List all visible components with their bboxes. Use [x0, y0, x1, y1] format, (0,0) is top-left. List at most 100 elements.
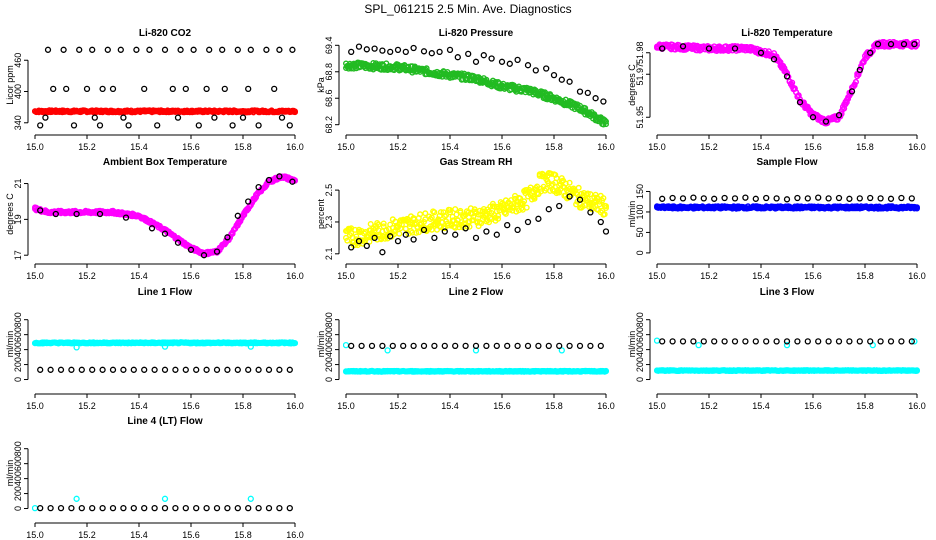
data-point-samples — [68, 504, 75, 512]
data-point-samples — [822, 118, 830, 125]
data-point-samples — [70, 122, 78, 129]
data-point-samples — [911, 40, 918, 48]
axes: 15.0 15.2 15.4 15.6 15.8 16.0 340 400 460 — [13, 53, 304, 152]
data-point-mean — [584, 195, 591, 202]
data-point-samples — [856, 195, 863, 202]
data-point-samples — [835, 194, 843, 202]
data-point-samples — [265, 366, 273, 373]
y-tick-label: 150 — [635, 184, 645, 199]
y-tick-label: 400 — [324, 342, 334, 357]
data-point-mean — [521, 198, 528, 205]
data-point-samples — [120, 366, 127, 373]
data-point-samples — [229, 122, 236, 129]
data-point-mean — [495, 215, 502, 222]
data-point-mean — [375, 221, 382, 228]
panel-title: Li-820 Pressure — [439, 28, 514, 39]
y-tick-label: 600 — [324, 327, 334, 342]
data-point-samples — [867, 338, 874, 345]
x-tick-label: 15.2 — [700, 271, 718, 281]
data-point-samples — [856, 338, 863, 345]
data-point-samples — [37, 504, 44, 512]
x-tick-label: 15.6 — [182, 530, 200, 540]
data-marks — [32, 46, 298, 129]
data-point-samples — [794, 194, 801, 202]
data-point-mean — [501, 209, 508, 216]
data-point-samples — [141, 85, 148, 93]
data-point-samples — [206, 46, 213, 53]
y-tick-label: 0 — [13, 506, 23, 511]
data-point-samples — [783, 73, 791, 80]
y-tick-label: 19 — [13, 214, 23, 224]
data-point-samples — [96, 122, 104, 129]
data-point-samples — [410, 236, 417, 243]
panel-pressure: Li-820 Pressure kPa 15.0 15.2 15.4 15.6 15.8 16… — [316, 28, 615, 152]
axes: 15.0 15.2 15.4 15.6 15.8 16.0 0 50 100 150 — [635, 184, 926, 281]
data-point-samples — [602, 228, 609, 235]
data-point-samples — [472, 58, 480, 65]
x-tick-label: 16.0 — [286, 271, 304, 281]
x-tick-label: 15.6 — [493, 142, 511, 152]
data-point-samples — [731, 195, 739, 202]
data-point-samples — [600, 98, 607, 105]
data-point-samples — [809, 114, 817, 121]
x-tick-label: 15.8 — [234, 401, 252, 411]
panel-title: Line 1 Flow — [138, 287, 193, 298]
data-point-mean — [431, 209, 438, 216]
panel-title: Line 3 Flow — [760, 287, 815, 298]
data-point-cyan_samples — [247, 495, 254, 502]
data-point-mean — [603, 118, 609, 125]
data-point-samples — [887, 195, 895, 202]
data-point-samples — [431, 342, 438, 350]
data-point-samples — [825, 338, 832, 345]
x-tick-label: 15.2 — [700, 142, 718, 152]
x-tick-label: 15.2 — [700, 401, 718, 411]
x-tick-label: 15.8 — [856, 142, 874, 152]
data-point-samples — [545, 342, 552, 350]
x-tick-label: 16.0 — [597, 142, 615, 152]
data-point-samples — [379, 47, 386, 54]
data-point-samples — [597, 218, 604, 226]
data-point-samples — [420, 226, 428, 234]
data-point-samples — [172, 504, 179, 512]
data-point-mean — [502, 210, 509, 217]
data-point-samples — [679, 43, 687, 50]
data-point-outliers — [247, 343, 254, 350]
data-point-samples — [172, 366, 179, 373]
data-point-samples — [234, 46, 241, 53]
data-point-samples — [446, 46, 454, 54]
panel-title: Ambient Box Temperature — [103, 157, 228, 168]
data-point-mean — [441, 225, 448, 232]
data-point-samples — [104, 46, 111, 53]
x-tick-label: 16.0 — [597, 401, 615, 411]
data-point-samples — [711, 338, 718, 345]
data-point-samples — [213, 366, 221, 373]
x-tick-label: 15.0 — [648, 271, 666, 281]
y-tick-label: 68.2 — [324, 116, 334, 134]
data-point-mean — [852, 78, 859, 85]
data-point-samples — [558, 76, 565, 83]
y-tick-label: 68.6 — [324, 89, 334, 107]
data-point-samples — [752, 195, 759, 202]
data-point-samples — [200, 252, 208, 259]
data-point-samples — [700, 195, 707, 202]
data-point-samples — [263, 46, 270, 53]
data-point-samples — [52, 210, 59, 218]
x-tick-label: 16.0 — [286, 142, 304, 152]
data-point-samples — [659, 45, 666, 52]
data-point-samples — [498, 58, 506, 65]
panel-title: Line 2 Flow — [449, 287, 504, 298]
data-point-samples — [358, 342, 365, 350]
data-marks — [654, 39, 920, 127]
data-point-samples — [286, 122, 293, 129]
x-tick-label: 15.4 — [752, 271, 770, 281]
data-point-samples — [402, 48, 409, 56]
data-point-samples — [182, 366, 189, 373]
data-point-samples — [597, 342, 604, 350]
data-point-samples — [182, 85, 189, 93]
x-tick-label: 15.8 — [545, 271, 563, 281]
data-point-samples — [177, 46, 184, 53]
x-tick-label: 15.0 — [337, 401, 355, 411]
